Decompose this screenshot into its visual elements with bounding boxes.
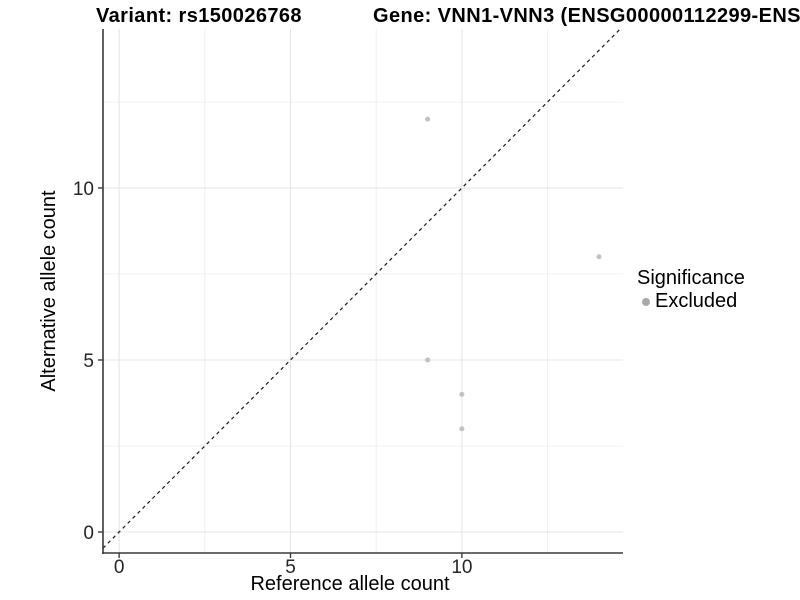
y-tick-label: 5 <box>83 351 94 372</box>
data-point <box>459 426 465 432</box>
legend: Significance Excluded <box>637 266 745 312</box>
y-tick-label: 0 <box>83 523 94 544</box>
data-point <box>425 116 431 122</box>
data-point <box>459 391 465 397</box>
legend-item-excluded: Excluded <box>637 290 745 312</box>
data-point <box>425 357 431 363</box>
legend-title: Significance <box>637 267 745 289</box>
variant-title: Variant: rs150026768 <box>96 5 302 27</box>
y-tick-label: 10 <box>73 179 94 200</box>
x-tick-label: 10 <box>451 557 472 578</box>
y-axis-title: Alternative allele count <box>38 190 60 392</box>
identity-line <box>102 28 621 549</box>
excluded-point-icon <box>642 297 650 306</box>
gene-title: Gene: VNN1-VNN3 (ENSG00000112299-ENSG <box>373 5 800 27</box>
x-tick-label: 5 <box>285 557 296 578</box>
x-axis-title: Reference allele count <box>250 573 450 595</box>
x-tick-label: 0 <box>114 557 125 578</box>
data-point <box>596 254 602 260</box>
legend-item-label: Excluded <box>655 290 738 312</box>
